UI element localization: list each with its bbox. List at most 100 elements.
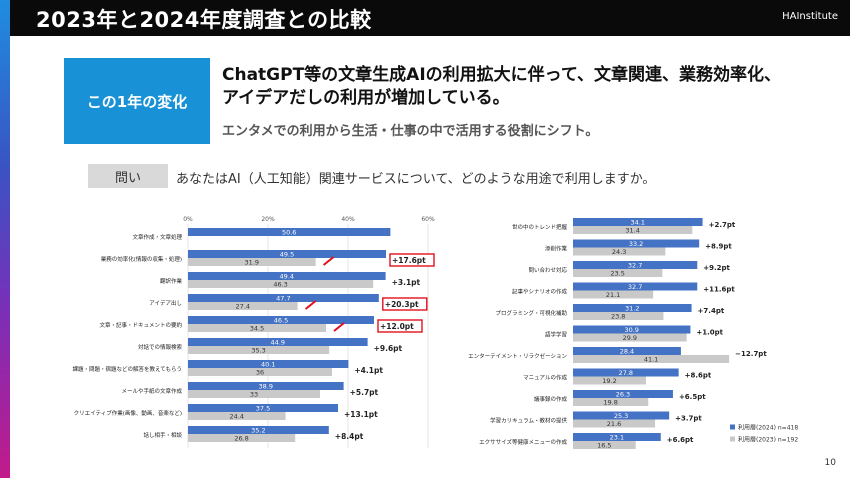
category-label: 世の中のトレンド把握 (512, 223, 568, 231)
bar-2024 (573, 347, 681, 355)
bar-2024 (573, 411, 670, 420)
bar-2023 (188, 412, 286, 420)
bar-2024 (573, 304, 692, 312)
bar-2024 (188, 426, 329, 434)
bar-2024-label: 38.9 (259, 383, 273, 391)
bar-2024-label: 40.1 (261, 361, 275, 369)
bar-2023-label: 31.4 (625, 227, 639, 235)
bar-2023 (573, 376, 646, 385)
headline-line-1: ChatGPT等の文章生成AIの利用拡大に伴って、文章関連、業務効率化、 (222, 65, 781, 85)
diff-label: +3.1pt (392, 278, 421, 287)
category-label: 問い合わせ対応 (528, 266, 567, 274)
category-label: エクササイズ等健康メニューの作成 (479, 438, 567, 446)
bar-2024-label: 35.2 (251, 427, 265, 435)
bar-2023-label: 27.4 (236, 303, 250, 311)
diff-label: +20.3pt (385, 300, 419, 309)
category-label: プログラミング・可視化補助 (495, 309, 567, 317)
bar-2024-label: 23.1 (610, 434, 624, 442)
bar-2024-label: 30.9 (624, 326, 638, 334)
x-tick-label: 20% (261, 216, 275, 223)
bar-2023-label: 24.4 (230, 413, 244, 421)
diff-label: +13.1pt (344, 410, 378, 419)
diff-label: +8.9pt (705, 243, 732, 251)
category-label: エンターテイメント・リラクゼーション (468, 352, 567, 360)
bar-2024 (188, 404, 338, 412)
diff-label: +1.0pt (696, 329, 723, 337)
diff-label: +4.1pt (354, 366, 383, 375)
bar-2023 (573, 290, 654, 299)
category-label: 文章作成・文章処理 (132, 233, 182, 241)
category-label: 語学学習 (545, 331, 567, 339)
diff-label: +5.7pt (350, 388, 379, 397)
change-label-box: この1年の変化 (64, 58, 210, 144)
bar-2023 (573, 269, 663, 277)
category-label: 翻訳作業 (160, 277, 183, 285)
x-tick-label: 40% (341, 216, 355, 223)
diff-label: +6.6pt (667, 436, 694, 444)
highlight-box (382, 297, 428, 311)
bar-2024 (573, 433, 661, 441)
highlight-box (377, 319, 423, 333)
bar-2024 (188, 338, 368, 346)
category-label: マニュアルの作成 (523, 374, 567, 382)
change-label: この1年の変化 (86, 92, 188, 111)
diff-label: +12.0pt (380, 322, 414, 331)
bar-2023 (188, 346, 330, 354)
bar-2024-label: 34.1 (631, 219, 645, 227)
bar-2023 (573, 312, 664, 320)
bar-2024 (188, 250, 386, 258)
bar-2023-label: 23.8 (611, 313, 625, 321)
bar-2024-label: 44.9 (271, 339, 285, 347)
bar-2023-label: 19.2 (602, 377, 616, 385)
bar-2024 (573, 368, 679, 377)
category-label: 議事録の作成 (534, 395, 568, 403)
bar-2023-label: 21.1 (606, 291, 620, 299)
bar-2024 (573, 218, 703, 226)
bar-2023 (188, 280, 374, 288)
headline-line-2: アイデアだしの利用が増加している。 (222, 88, 510, 108)
diff-label: +17.6pt (392, 256, 426, 265)
category-label: クリエイティブ作業(画像、動画、音楽など) (74, 409, 182, 417)
bar-2024-label: 33.2 (629, 240, 643, 248)
diff-label: +3.7pt (675, 415, 702, 423)
category-label: 学習カリキュラム・教材の提供 (490, 417, 567, 425)
bar-2024 (188, 382, 344, 390)
bar-2024-label: 37.5 (256, 405, 270, 413)
bar-2024-label: 28.4 (620, 348, 634, 356)
bar-2024-label: 49.5 (280, 251, 294, 259)
bar-2024-label: 47.7 (276, 295, 290, 303)
header-bar: 2023年と2024年度調査との比較 HAInstitute (10, 0, 850, 36)
left-gradient-stripe (0, 0, 10, 478)
bar-2023 (573, 398, 649, 406)
diff-label: +6.5pt (679, 393, 706, 401)
legend-swatch-2024 (730, 424, 735, 430)
bar-2023-label: 33 (250, 391, 258, 399)
question-label: 問い (114, 170, 141, 186)
bar-2023-label: 41.1 (644, 356, 658, 364)
category-label: 文章・記事・ドキュメントの要約 (99, 321, 182, 329)
question-text: あなたはAI（人工知能）関連サービスについて、どのような用途で利用しますか。 (176, 172, 656, 187)
bar-2023-label: 35.3 (251, 347, 265, 355)
bar-2024 (573, 282, 698, 291)
category-label: 課題・問題・宿題などの解答を教えてもらう (73, 365, 182, 373)
bar-2023-label: 29.9 (623, 334, 637, 342)
increase-marker (322, 256, 335, 266)
bar-2023 (188, 258, 316, 266)
bar-2023 (188, 368, 332, 376)
page-number: 10 (824, 458, 836, 468)
logo: HAInstitute (782, 11, 838, 22)
bar-2024-label: 27.8 (619, 369, 633, 377)
category-label: 話し相手・相談 (143, 431, 182, 439)
diff-label: +11.6pt (703, 286, 735, 294)
category-label: メールや手紙の文章作成 (121, 387, 182, 395)
bar-2023 (573, 419, 656, 428)
bar-2024-label: 50.6 (282, 229, 296, 237)
diff-label: +9.2pt (703, 264, 730, 272)
diff-label: +8.6pt (685, 372, 712, 380)
bar-2024-label: 32.7 (628, 262, 642, 270)
bar-2024-label: 25.3 (614, 412, 628, 420)
bar-2024 (188, 316, 374, 324)
category-label: アイデア出し (149, 299, 182, 307)
diff-label: −12.7pt (735, 350, 767, 358)
bar-2023 (573, 333, 687, 342)
